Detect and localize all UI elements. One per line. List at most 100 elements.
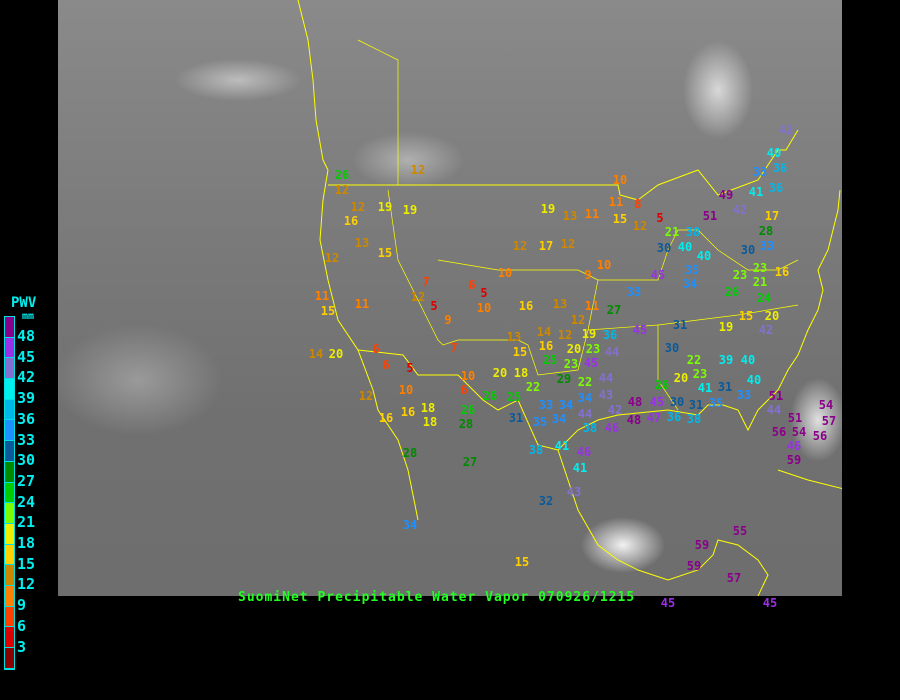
station-pwv-value: 45 (649, 395, 665, 409)
station-pwv-value: 16 (518, 299, 534, 313)
station-pwv-value: 51 (702, 209, 718, 223)
legend-label: 15 (17, 554, 36, 573)
station-pwv-value: 6 (372, 342, 380, 356)
us-canada-border (328, 129, 799, 201)
station-pwv-value: 39 (718, 353, 734, 367)
station-pwv-value: 44 (604, 345, 620, 359)
station-pwv-value: 13 (506, 330, 522, 344)
station-pwv-value: 12 (350, 200, 366, 214)
station-pwv-value: 19 (377, 200, 393, 214)
gulf-north-coast (557, 189, 841, 451)
legend-swatch (5, 544, 14, 566)
station-pwv-value: 55 (732, 524, 748, 538)
station-pwv-value: 13 (354, 236, 370, 250)
station-pwv-value: 51 (768, 389, 784, 403)
station-pwv-value: 42 (758, 323, 774, 337)
station-pwv-value: 17 (538, 239, 554, 253)
station-pwv-value: 6 (460, 383, 468, 397)
station-pwv-value: 34 (558, 398, 574, 412)
station-pwv-value: 59 (686, 559, 702, 573)
station-pwv-value: 38 (528, 443, 544, 457)
station-pwv-value: 41 (748, 185, 764, 199)
station-pwv-value: 16 (774, 265, 790, 279)
station-pwv-value: 30 (656, 241, 672, 255)
station-pwv-value: 11 (584, 207, 600, 221)
station-pwv-value: 54 (818, 398, 834, 412)
station-pwv-value: 14 (536, 325, 552, 339)
station-pwv-value: 28 (458, 417, 474, 431)
legend-swatch (5, 627, 14, 648)
station-pwv-value: 30 (669, 395, 685, 409)
station-pwv-value: 40 (746, 373, 762, 387)
station-pwv-value: 29 (556, 372, 572, 386)
station-pwv-value: 12 (410, 163, 426, 177)
station-pwv-value: 12 (358, 389, 374, 403)
station-pwv-value: 47 (646, 411, 662, 425)
station-pwv-value: 20 (328, 347, 344, 361)
station-pwv-value: 59 (694, 538, 710, 552)
station-pwv-value: 38 (582, 421, 598, 435)
station-pwv-value: 11 (354, 297, 370, 311)
station-pwv-value: 46 (786, 439, 802, 453)
station-pwv-value: 36 (768, 181, 784, 195)
station-pwv-value: 24 (756, 291, 772, 305)
station-pwv-value: 54 (791, 425, 807, 439)
station-pwv-value: 31 (508, 411, 524, 425)
station-pwv-value: 30 (740, 243, 756, 257)
state-lines (387, 189, 599, 376)
legend-swatch (5, 399, 14, 421)
legend-unit: mm (22, 311, 35, 322)
station-pwv-value: 12 (334, 183, 350, 197)
station-pwv-value: 42 (778, 123, 794, 137)
station-pwv-value: 41 (572, 461, 588, 475)
station-pwv-value: 10 (612, 173, 628, 187)
station-pwv-value: 19 (718, 320, 734, 334)
legend-label: 48 (17, 327, 36, 345)
station-pwv-value: 12 (512, 239, 528, 253)
station-pwv-value: 9 (444, 313, 452, 327)
station-pwv-value: 30 (664, 341, 680, 355)
station-pwv-value: 35 (684, 263, 700, 277)
station-pwv-value: 48 (626, 413, 642, 427)
station-pwv-value: 18 (420, 401, 436, 415)
caribbean (777, 469, 842, 490)
station-pwv-value: 49 (718, 188, 734, 202)
station-pwv-value: 12 (560, 237, 576, 251)
station-pwv-value: 36 (772, 161, 788, 175)
legend-label: 9 (17, 596, 27, 615)
station-pwv-value: 45 (632, 323, 648, 337)
state-lines (587, 304, 799, 331)
legend-label: 3 (17, 637, 27, 656)
station-pwv-value: 11 (584, 299, 600, 313)
station-pwv-value: 10 (497, 266, 513, 280)
station-pwv-value: 8 (634, 197, 642, 211)
legend-label: 36 (17, 409, 36, 428)
station-pwv-value: 21 (664, 225, 680, 239)
station-pwv-value: 16 (538, 339, 554, 353)
station-pwv-value: 15 (377, 246, 393, 260)
legend-swatch (5, 461, 14, 483)
station-pwv-value: 56 (771, 425, 787, 439)
station-pwv-value: 23 (585, 342, 601, 356)
station-pwv-value: 57 (726, 571, 742, 585)
canada-provinces (357, 39, 399, 185)
station-pwv-value: 5 (430, 299, 438, 313)
station-pwv-value: 23 (732, 268, 748, 282)
station-pwv-value: 16 (378, 411, 394, 425)
station-pwv-value: 10 (596, 258, 612, 272)
legend-swatch (5, 606, 14, 628)
station-pwv-value: 34 (551, 412, 567, 426)
station-pwv-value: 12 (324, 251, 340, 265)
station-pwv-value: 26 (654, 378, 670, 392)
station-pwv-value: 41 (697, 381, 713, 395)
station-pwv-value: 13 (562, 209, 578, 223)
station-pwv-value: 11 (314, 289, 330, 303)
legend-label: 42 (17, 368, 36, 387)
station-pwv-value: 34 (682, 277, 698, 291)
gulf-coast (557, 449, 769, 596)
station-pwv-value: 20 (492, 366, 508, 380)
station-pwv-value: 23 (692, 367, 708, 381)
station-pwv-value: 38 (685, 225, 701, 239)
station-pwv-value: 45 (660, 596, 676, 610)
state-lines (657, 325, 679, 411)
